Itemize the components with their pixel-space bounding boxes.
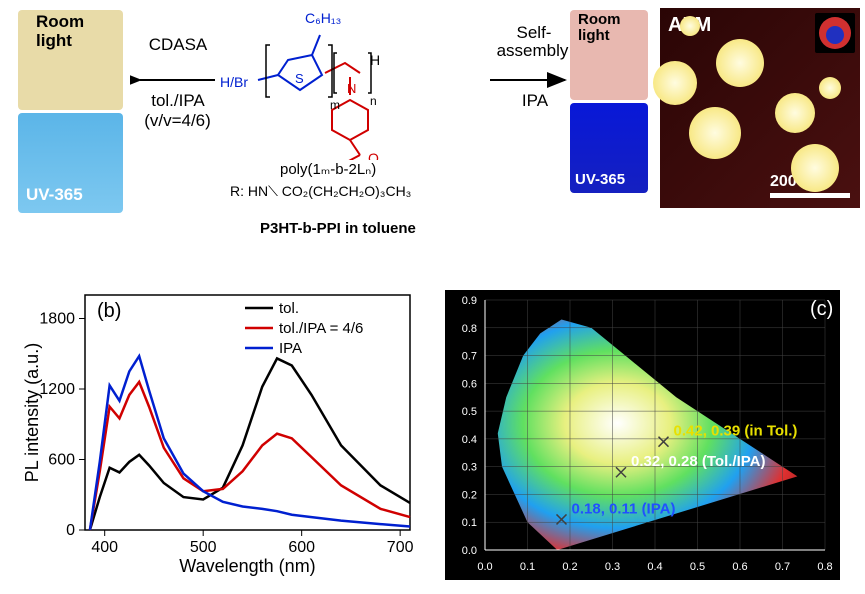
vial-right-room: Room light bbox=[570, 10, 648, 100]
svg-text:0.18, 0.11 (IPA): 0.18, 0.11 (IPA) bbox=[572, 500, 676, 517]
arrow-left-line1: CDASA bbox=[138, 35, 218, 55]
afm-particle bbox=[653, 61, 697, 105]
chem-name: P3HT-b-PPI in toluene bbox=[260, 220, 416, 237]
svg-text:m: m bbox=[330, 98, 340, 112]
svg-text:H/Br: H/Br bbox=[220, 74, 248, 90]
vial-right-uv: UV-365 bbox=[570, 103, 648, 193]
cie-chart: 0.0 0.1 0.2 0.3 0.4 0.5 0.6 0.7 0.8 0.0 0.1 0.2 0.3 0… bbox=[445, 290, 840, 580]
arrow-right-line2: assembly bbox=[490, 41, 575, 61]
svg-text:Wavelength (nm): Wavelength (nm) bbox=[179, 556, 315, 576]
vial-right-uv-label: UV-365 bbox=[575, 171, 625, 188]
svg-text:1200: 1200 bbox=[39, 381, 75, 398]
svg-text:0.8: 0.8 bbox=[462, 323, 477, 335]
afm-inset-icon bbox=[815, 13, 855, 53]
vial-left-uv-label: UV-365 bbox=[26, 185, 83, 205]
chem-formula: poly(1ₘ-b-2Lₙ) bbox=[280, 160, 376, 178]
svg-text:500: 500 bbox=[190, 539, 217, 556]
svg-text:0.7: 0.7 bbox=[775, 561, 790, 573]
svg-text:1800: 1800 bbox=[39, 311, 75, 328]
svg-text:600: 600 bbox=[288, 539, 315, 556]
svg-text:400: 400 bbox=[91, 539, 118, 556]
vial-left-uv: UV-365 bbox=[18, 113, 123, 213]
afm-scale-bar bbox=[770, 193, 850, 198]
panel-a: (a) Room light UV-365 CDASA tol./IPA (v/… bbox=[0, 0, 865, 270]
svg-text:0.2: 0.2 bbox=[562, 561, 577, 573]
arrow-right-line1: Self- bbox=[498, 23, 570, 43]
svg-text:0.9: 0.9 bbox=[462, 295, 477, 307]
afm-particle bbox=[689, 107, 741, 159]
arrow-right-line3: IPA bbox=[510, 91, 560, 111]
svg-text:0.1: 0.1 bbox=[520, 561, 535, 573]
arrow-left-group: CDASA tol./IPA (v/v=4/6) bbox=[130, 65, 220, 100]
svg-text:0.2: 0.2 bbox=[462, 489, 477, 501]
arrow-left-line3: (v/v=4/6) bbox=[130, 111, 225, 131]
svg-text:tol.: tol. bbox=[279, 300, 299, 317]
svg-text:0: 0 bbox=[66, 522, 75, 539]
svg-text:0.0: 0.0 bbox=[462, 545, 477, 557]
panel-c: 0.0 0.1 0.2 0.3 0.4 0.5 0.6 0.7 0.8 0.0 0.1 0.2 0.3 0… bbox=[445, 290, 840, 580]
arrow-right-group: Self- assembly IPA bbox=[490, 65, 575, 100]
chem-r-group: R: HN⟍ CO₂(CH₂CH₂O)₃CH₃ bbox=[230, 183, 411, 200]
pl-spectrum-chart: 400 500 600 700 0 600 1200 1800 Wavelength (nm) P… bbox=[20, 280, 420, 580]
vial-group-right: Room light UV-365 bbox=[570, 10, 648, 196]
svg-text:0.0: 0.0 bbox=[477, 561, 492, 573]
svg-text:n: n bbox=[370, 94, 377, 108]
svg-text:0.3: 0.3 bbox=[605, 561, 620, 573]
svg-text:0.5: 0.5 bbox=[462, 406, 477, 418]
svg-text:0.32, 0.28 (Tol./IPA): 0.32, 0.28 (Tol./IPA) bbox=[631, 453, 766, 470]
afm-particle bbox=[716, 39, 764, 87]
svg-text:0.4: 0.4 bbox=[647, 561, 662, 573]
panel-b: 400 500 600 700 0 600 1200 1800 Wavelength (nm) P… bbox=[20, 280, 420, 580]
svg-text:0.6: 0.6 bbox=[462, 378, 477, 390]
svg-text:(c): (c) bbox=[810, 298, 833, 320]
vial-right-room-label: Room light bbox=[578, 12, 648, 44]
afm-particle bbox=[680, 16, 700, 36]
chem-structure: S C₆H₁₃ H/Br H N O R bbox=[220, 5, 485, 245]
svg-text:0.6: 0.6 bbox=[732, 561, 747, 573]
afm-particle bbox=[819, 77, 841, 99]
svg-text:tol./IPA = 4/6: tol./IPA = 4/6 bbox=[279, 320, 363, 337]
chem-structure-svg: S C₆H₁₃ H/Br H N O R bbox=[220, 5, 485, 160]
svg-text:0.1: 0.1 bbox=[462, 517, 477, 529]
afm-particle bbox=[775, 93, 815, 133]
svg-text:0.42, 0.39 (in Tol.): 0.42, 0.39 (in Tol.) bbox=[674, 423, 798, 440]
svg-text:700: 700 bbox=[387, 539, 414, 556]
svg-text:PL intensity (a.u.): PL intensity (a.u.) bbox=[22, 343, 42, 482]
vial-left-room-label: Room light bbox=[36, 13, 123, 50]
svg-text:N: N bbox=[347, 81, 356, 96]
svg-text:IPA: IPA bbox=[279, 340, 302, 357]
vial-left-room: Room light bbox=[18, 10, 123, 110]
svg-text:C₆H₁₃: C₆H₁₃ bbox=[305, 10, 341, 26]
arrow-left-line2: tol./IPA bbox=[138, 91, 218, 111]
svg-text:0.7: 0.7 bbox=[462, 351, 477, 363]
vial-group-left: Room light UV-365 bbox=[18, 10, 123, 216]
svg-text:0.8: 0.8 bbox=[817, 561, 832, 573]
svg-text:0.5: 0.5 bbox=[690, 561, 705, 573]
afm-image: AFM 200 nm bbox=[660, 8, 860, 208]
svg-text:O: O bbox=[368, 150, 379, 160]
svg-text:600: 600 bbox=[48, 452, 75, 469]
afm-particle bbox=[791, 144, 839, 192]
svg-text:0.3: 0.3 bbox=[462, 462, 477, 474]
svg-text:0.4: 0.4 bbox=[462, 434, 477, 446]
svg-text:(b): (b) bbox=[97, 300, 121, 322]
svg-text:S: S bbox=[295, 71, 304, 86]
